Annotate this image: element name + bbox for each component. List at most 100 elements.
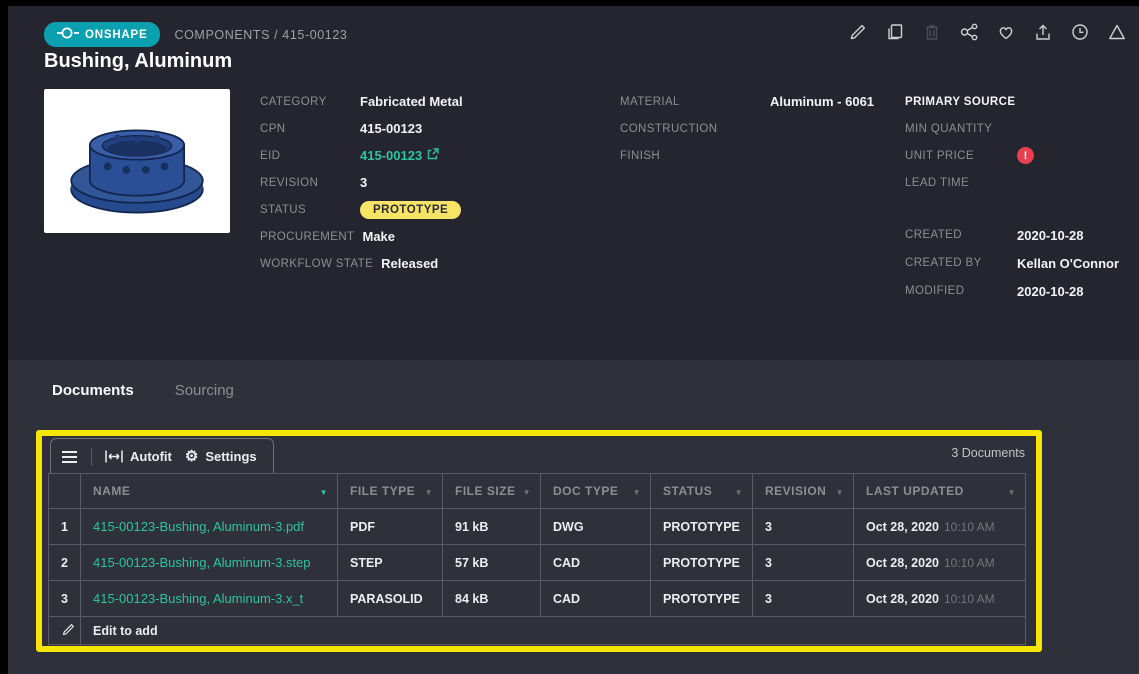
last-updated-cell: Oct 28, 202010:10 AM xyxy=(854,509,1026,545)
doc-type-cell: CAD xyxy=(541,581,651,617)
doc-type-cell: DWG xyxy=(541,509,651,545)
header-row: ONSHAPE COMPONENTS / 415-00123 xyxy=(44,22,347,47)
table-toolbar: Autofit ⚙ Settings xyxy=(50,438,274,474)
sort-arrow-icon xyxy=(425,484,433,498)
tab-sourcing[interactable]: Sourcing xyxy=(175,382,234,399)
heart-icon[interactable] xyxy=(996,22,1016,42)
toolbar-divider xyxy=(91,448,92,466)
row-number-header xyxy=(49,474,81,509)
field-eid: EID 415-00123 xyxy=(260,142,463,169)
field-status: STATUS PROTOTYPE xyxy=(260,196,463,223)
settings-button[interactable]: ⚙ Settings xyxy=(185,449,257,464)
field-workflow-state: WORKFLOW STATE Released xyxy=(260,250,463,277)
revision-cell: 3 xyxy=(753,581,854,617)
error-exclamation-icon[interactable]: ! xyxy=(1017,147,1034,164)
duplicate-icon[interactable] xyxy=(885,22,905,42)
table-header-row: NAME FILE TYPE FILE SIZE DOC TYPE STATUS… xyxy=(49,474,1026,509)
fields-column-right: PRIMARY SOURCE MIN QUANTITY UNIT PRICE !… xyxy=(905,88,1119,305)
field-unit-price: UNIT PRICE ! xyxy=(905,142,1119,169)
field-material: MATERIAL Aluminum - 6061 xyxy=(620,88,874,115)
file-size-cell: 91 kB xyxy=(443,509,541,545)
history-clock-icon[interactable] xyxy=(1070,22,1090,42)
part-thumbnail[interactable] xyxy=(44,89,230,233)
eid-link[interactable]: 415-00123 xyxy=(360,148,439,163)
column-header-file-type[interactable]: FILE TYPE xyxy=(338,474,443,509)
sort-arrow-icon xyxy=(633,484,641,498)
autofit-icon xyxy=(105,450,123,463)
sort-arrow-icon xyxy=(523,484,531,498)
column-header-status[interactable]: STATUS xyxy=(651,474,753,509)
column-header-last-updated[interactable]: LAST UPDATED xyxy=(854,474,1026,509)
action-toolbar xyxy=(848,22,1127,42)
field-procurement: PROCUREMENT Make xyxy=(260,223,463,250)
field-created: CREATED 2020-10-28 xyxy=(905,221,1119,249)
external-link-icon xyxy=(427,148,439,163)
page-title: Bushing, Aluminum xyxy=(44,50,232,73)
file-size-cell: 84 kB xyxy=(443,581,541,617)
fields-column-middle: MATERIAL Aluminum - 6061 CONSTRUCTION FI… xyxy=(620,88,874,169)
column-header-name[interactable]: NAME xyxy=(81,474,338,509)
onshape-logo-icon xyxy=(57,26,79,43)
status-badge: PROTOTYPE xyxy=(360,201,461,219)
document-name-link[interactable]: 415-00123-Bushing, Aluminum-3.x_t xyxy=(93,591,303,606)
field-lead-time: LEAD TIME xyxy=(905,169,1119,196)
tab-bar: Documents Sourcing xyxy=(52,382,234,399)
field-category: CATEGORY Fabricated Metal xyxy=(260,88,463,115)
component-detail-panel: ONSHAPE COMPONENTS / 415-00123 Bushing, … xyxy=(8,6,1139,360)
file-type-cell: PARASOLID xyxy=(338,581,443,617)
status-cell: PROTOTYPE xyxy=(651,509,753,545)
document-name-link[interactable]: 415-00123-Bushing, Aluminum-3.pdf xyxy=(93,519,304,534)
table-row: 3 415-00123-Bushing, Aluminum-3.x_t PARA… xyxy=(49,581,1026,617)
bushing-cad-image xyxy=(57,98,217,224)
file-type-cell: STEP xyxy=(338,545,443,581)
column-header-doc-type[interactable]: DOC TYPE xyxy=(541,474,651,509)
file-size-cell: 57 kB xyxy=(443,545,541,581)
status-cell: PROTOTYPE xyxy=(651,545,753,581)
field-created-by: CREATED BY Kellan O'Connor xyxy=(905,249,1119,277)
revision-cell: 3 xyxy=(753,545,854,581)
onshape-badge[interactable]: ONSHAPE xyxy=(44,22,160,47)
sort-arrow-icon xyxy=(320,484,328,498)
fields-column-left: CATEGORY Fabricated Metal CPN 415-00123 … xyxy=(260,88,463,277)
app-window: ONSHAPE COMPONENTS / 415-00123 Bushing, … xyxy=(8,6,1139,674)
sort-arrow-icon xyxy=(1008,484,1016,498)
column-header-revision[interactable]: REVISION xyxy=(753,474,854,509)
documents-count: 3 Documents xyxy=(951,446,1025,460)
field-revision: REVISION 3 xyxy=(260,169,463,196)
document-name-link[interactable]: 415-00123-Bushing, Aluminum-3.step xyxy=(93,555,311,570)
documents-panel: Documents Sourcing Autofit ⚙ Settings 3 … xyxy=(8,360,1139,674)
edit-pencil-icon[interactable] xyxy=(49,617,81,645)
breadcrumb: COMPONENTS / 415-00123 xyxy=(174,28,347,42)
field-min-quantity: MIN QUANTITY xyxy=(905,115,1119,142)
row-number: 2 xyxy=(49,545,81,581)
table-row: 1 415-00123-Bushing, Aluminum-3.pdf PDF … xyxy=(49,509,1026,545)
autofit-button[interactable]: Autofit xyxy=(105,449,172,464)
sort-arrow-icon xyxy=(735,484,743,498)
edit-to-add-placeholder[interactable]: Edit to add xyxy=(81,617,1026,645)
export-icon[interactable] xyxy=(1033,22,1053,42)
sort-arrow-icon xyxy=(836,484,844,498)
settings-gear-icon: ⚙ xyxy=(185,449,198,464)
trash-icon[interactable] xyxy=(922,22,942,42)
field-cpn: CPN 415-00123 xyxy=(260,115,463,142)
tab-documents[interactable]: Documents xyxy=(52,382,134,399)
share-icon[interactable] xyxy=(959,22,979,42)
row-number: 1 xyxy=(49,509,81,545)
onshape-badge-label: ONSHAPE xyxy=(85,29,147,41)
field-construction: CONSTRUCTION xyxy=(620,115,874,142)
warning-triangle-icon[interactable] xyxy=(1107,22,1127,42)
add-document-row[interactable]: Edit to add xyxy=(49,617,1026,645)
field-finish: FINISH xyxy=(620,142,874,169)
last-updated-cell: Oct 28, 202010:10 AM xyxy=(854,581,1026,617)
table-row: 2 415-00123-Bushing, Aluminum-3.step STE… xyxy=(49,545,1026,581)
field-modified: MODIFIED 2020-10-28 xyxy=(905,277,1119,305)
edit-pencil-icon[interactable] xyxy=(848,22,868,42)
menu-icon[interactable] xyxy=(61,450,78,464)
row-number: 3 xyxy=(49,581,81,617)
column-header-file-size[interactable]: FILE SIZE xyxy=(443,474,541,509)
last-updated-cell: Oct 28, 202010:10 AM xyxy=(854,545,1026,581)
revision-cell: 3 xyxy=(753,509,854,545)
documents-table: NAME FILE TYPE FILE SIZE DOC TYPE STATUS… xyxy=(48,473,1026,645)
primary-source-header: PRIMARY SOURCE xyxy=(905,88,1119,115)
doc-type-cell: CAD xyxy=(541,545,651,581)
